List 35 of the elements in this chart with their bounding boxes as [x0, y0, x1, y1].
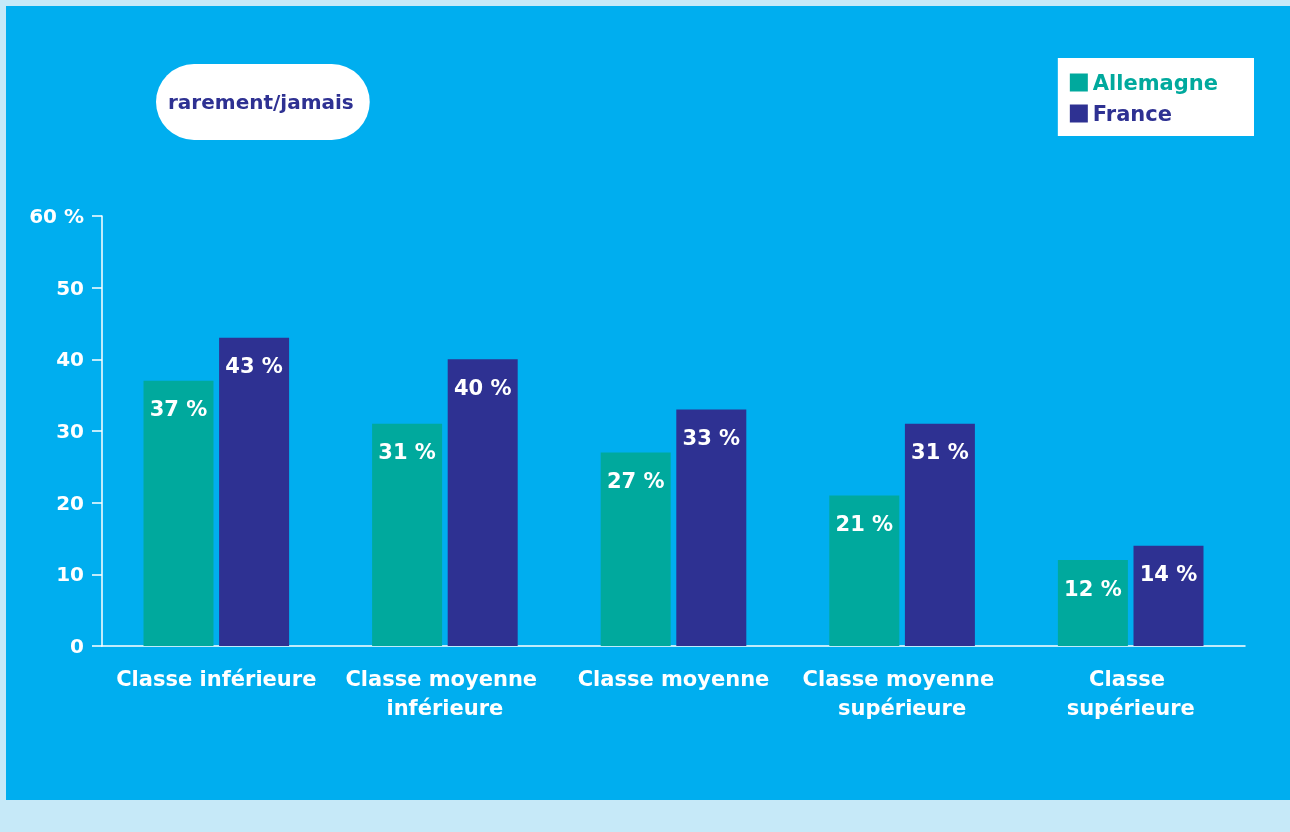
- legend-label: Allemagne: [1092, 70, 1218, 95]
- data-label: 12 %: [1064, 576, 1122, 601]
- bar: [219, 337, 290, 646]
- y-tick-label: 10: [56, 562, 84, 587]
- x-tick-label: Classe moyenne inférieure: [345, 666, 545, 720]
- data-label: 43 %: [225, 354, 283, 379]
- legend-label: France: [1092, 101, 1172, 126]
- bar: [1057, 560, 1128, 646]
- y-tick-label: 20: [56, 490, 84, 515]
- y-tick-label: 30: [56, 419, 84, 443]
- y-tick-label: 40: [56, 347, 84, 372]
- data-label: 40 %: [453, 375, 512, 400]
- data-label: 31 %: [378, 440, 436, 465]
- data-label: 27 %: [606, 469, 665, 493]
- data-label: 37 %: [149, 397, 208, 422]
- data-label: 33 %: [682, 426, 741, 450]
- x-tick-label: Classe moyenne supérieure: [802, 666, 1002, 720]
- x-tick-label: Classe inférieure: [116, 666, 317, 691]
- bar: [447, 359, 518, 646]
- bar: [904, 423, 975, 646]
- y-tick-label: 60 %: [29, 204, 84, 228]
- bar: [1133, 545, 1204, 646]
- y-tick-label: 0: [70, 634, 84, 658]
- bar: [676, 409, 747, 646]
- data-label: 31 %: [911, 440, 969, 465]
- bar: [143, 380, 214, 646]
- bar: [600, 452, 671, 646]
- y-tick-label: 50: [56, 275, 84, 300]
- x-tick-label: Classe moyenne: [577, 666, 770, 691]
- x-tick-label: Classe supérieure: [1066, 666, 1195, 720]
- data-label: 14 %: [1139, 562, 1198, 587]
- data-label: 21 %: [835, 512, 894, 536]
- bar: [829, 495, 900, 646]
- bar: [372, 423, 443, 646]
- text: rarement/jamais: [168, 90, 354, 114]
